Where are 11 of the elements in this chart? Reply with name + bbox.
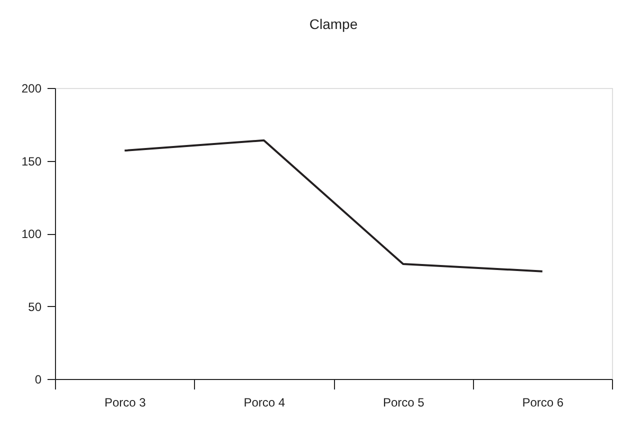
y-tick-label: 0: [34, 372, 42, 386]
x-tick-label: Porco 5: [382, 396, 425, 410]
y-tick-label: 50: [28, 300, 42, 314]
x-tick-label: Porco 6: [522, 396, 564, 410]
chart-title: Clampe: [309, 16, 358, 32]
line-series: [124, 139, 544, 272]
x-tick-label: Porco 4: [244, 396, 286, 410]
y-tick-label: 200: [21, 82, 42, 96]
y-tick-label: 150: [21, 154, 42, 168]
x-tick-label: Porco 3: [104, 396, 146, 410]
y-tick-label: 100: [21, 227, 42, 241]
